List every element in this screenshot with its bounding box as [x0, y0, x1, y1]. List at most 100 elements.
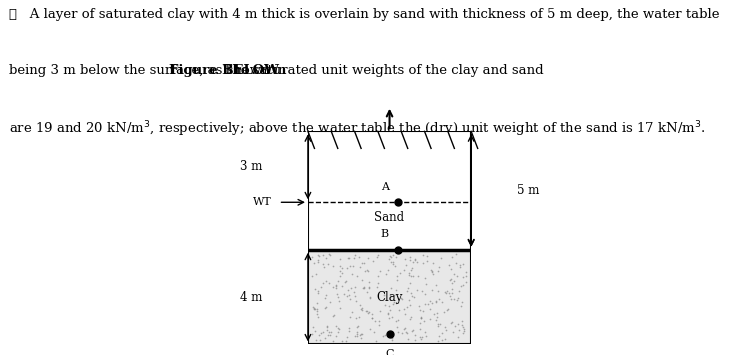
Point [349, 252, 361, 258]
Point [367, 258, 378, 263]
Point [321, 328, 333, 333]
Text: are 19 and 20 kN/m$^3$, respectively; above the water table the (dry) unit weigh: are 19 and 20 kN/m$^3$, respectively; ab… [9, 120, 706, 140]
Point [435, 256, 447, 261]
Point [401, 288, 413, 294]
Text: . The saturated unit weights of the clay and sand: . The saturated unit weights of the clay… [215, 64, 544, 77]
Point [388, 300, 400, 305]
Point [341, 265, 352, 271]
Point [351, 273, 363, 279]
Point [432, 323, 444, 329]
Text: A: A [381, 182, 389, 192]
Point [324, 332, 336, 338]
Point [379, 302, 391, 307]
Point [391, 273, 403, 279]
Point [372, 280, 384, 286]
Point [456, 274, 468, 280]
Point [352, 324, 364, 330]
Point [319, 335, 331, 341]
Point [364, 295, 376, 301]
Point [312, 257, 324, 263]
Point [416, 315, 427, 320]
Point [350, 299, 362, 304]
Point [357, 285, 369, 290]
Point [393, 318, 404, 323]
Point [404, 255, 416, 260]
Point [404, 317, 416, 322]
Point [307, 324, 319, 330]
Point [313, 253, 325, 259]
Point [405, 314, 417, 320]
Point [343, 256, 355, 261]
Point [387, 260, 399, 265]
Point [399, 325, 411, 331]
Text: WT: WT [253, 197, 272, 207]
Point [393, 299, 404, 305]
Point [454, 264, 466, 269]
Point [460, 273, 472, 279]
Point [387, 332, 398, 338]
Point [323, 251, 335, 257]
Point [334, 305, 346, 311]
Point [413, 303, 425, 308]
Point [327, 338, 339, 343]
Point [371, 284, 383, 290]
Point [399, 311, 411, 317]
Point [395, 295, 407, 301]
Point [318, 329, 329, 334]
Point [361, 311, 373, 316]
Point [344, 256, 355, 261]
Point [421, 258, 433, 264]
Point [338, 291, 350, 297]
Point [417, 260, 429, 266]
Point [332, 298, 344, 304]
Point [441, 327, 453, 332]
Point [341, 338, 352, 344]
Point [311, 307, 323, 312]
Point [392, 329, 404, 335]
Point [427, 271, 439, 277]
Point [433, 264, 445, 270]
Point [427, 260, 439, 266]
Point [383, 315, 395, 321]
Point [414, 321, 426, 326]
Point [450, 261, 462, 266]
Point [457, 283, 469, 288]
Point [407, 266, 418, 271]
Point [344, 325, 355, 331]
Point [414, 307, 426, 313]
Point [432, 321, 444, 327]
Point [387, 252, 399, 258]
Point [401, 285, 413, 291]
Point [385, 285, 397, 290]
Point [362, 256, 374, 261]
Point [354, 332, 366, 338]
Point [374, 268, 386, 274]
Point [344, 314, 356, 320]
Point [326, 263, 338, 269]
Point [444, 294, 456, 299]
Point [441, 288, 453, 293]
Point [348, 256, 360, 261]
Point [382, 310, 394, 316]
Point [306, 273, 318, 278]
Point [320, 304, 332, 310]
Point [419, 329, 431, 335]
Point [453, 295, 464, 300]
Point [387, 261, 399, 267]
Point [405, 274, 417, 279]
Point [445, 267, 457, 272]
Point [373, 318, 385, 324]
Point [323, 261, 335, 267]
Point [424, 267, 436, 273]
Point [328, 312, 340, 318]
Point [355, 335, 367, 341]
Point [346, 309, 358, 315]
Point [393, 307, 405, 312]
Point [313, 332, 325, 337]
Point [306, 304, 318, 310]
Point [332, 278, 344, 284]
Point [456, 318, 468, 324]
Point [409, 256, 421, 262]
Point [420, 281, 432, 287]
Point [355, 332, 367, 337]
